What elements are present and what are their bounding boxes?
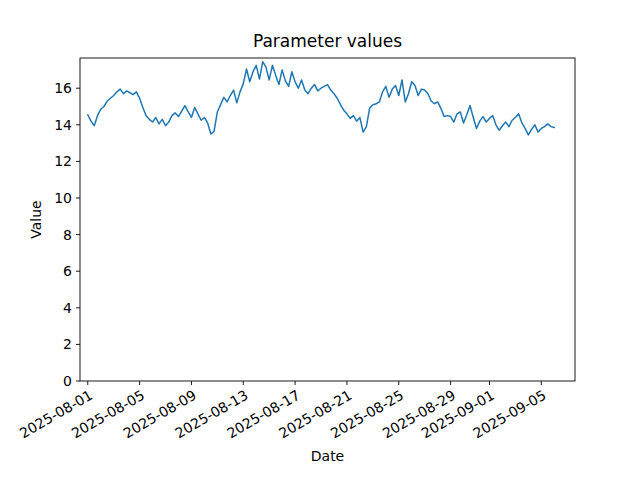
y-tick-label: 14 [54,117,72,133]
y-tick-label: 10 [54,190,72,206]
y-tick-label: 8 [63,227,72,243]
x-axis-ticks: 2025-08-012025-08-052025-08-092025-08-13… [17,381,549,441]
chart-figure: Parameter values Date Value 0 2 4 6 8 10 12 14 1… [0,0,640,480]
y-tick-label: 12 [54,153,72,169]
y-tick-label: 4 [63,300,72,316]
chart-title: Parameter values [253,31,402,51]
chart-canvas: Parameter values Date Value 0 2 4 6 8 10 12 14 1… [0,0,640,480]
y-axis-ticks: 0 2 4 6 8 10 12 14 16 [54,80,80,389]
y-tick-label: 16 [54,80,72,96]
y-tick-label: 2 [63,336,72,352]
y-tick-label: 6 [63,263,72,279]
x-axis-label: Date [311,448,344,464]
plot-area [80,58,575,381]
y-axis-label: Value [28,200,44,238]
y-tick-label: 0 [63,373,72,389]
